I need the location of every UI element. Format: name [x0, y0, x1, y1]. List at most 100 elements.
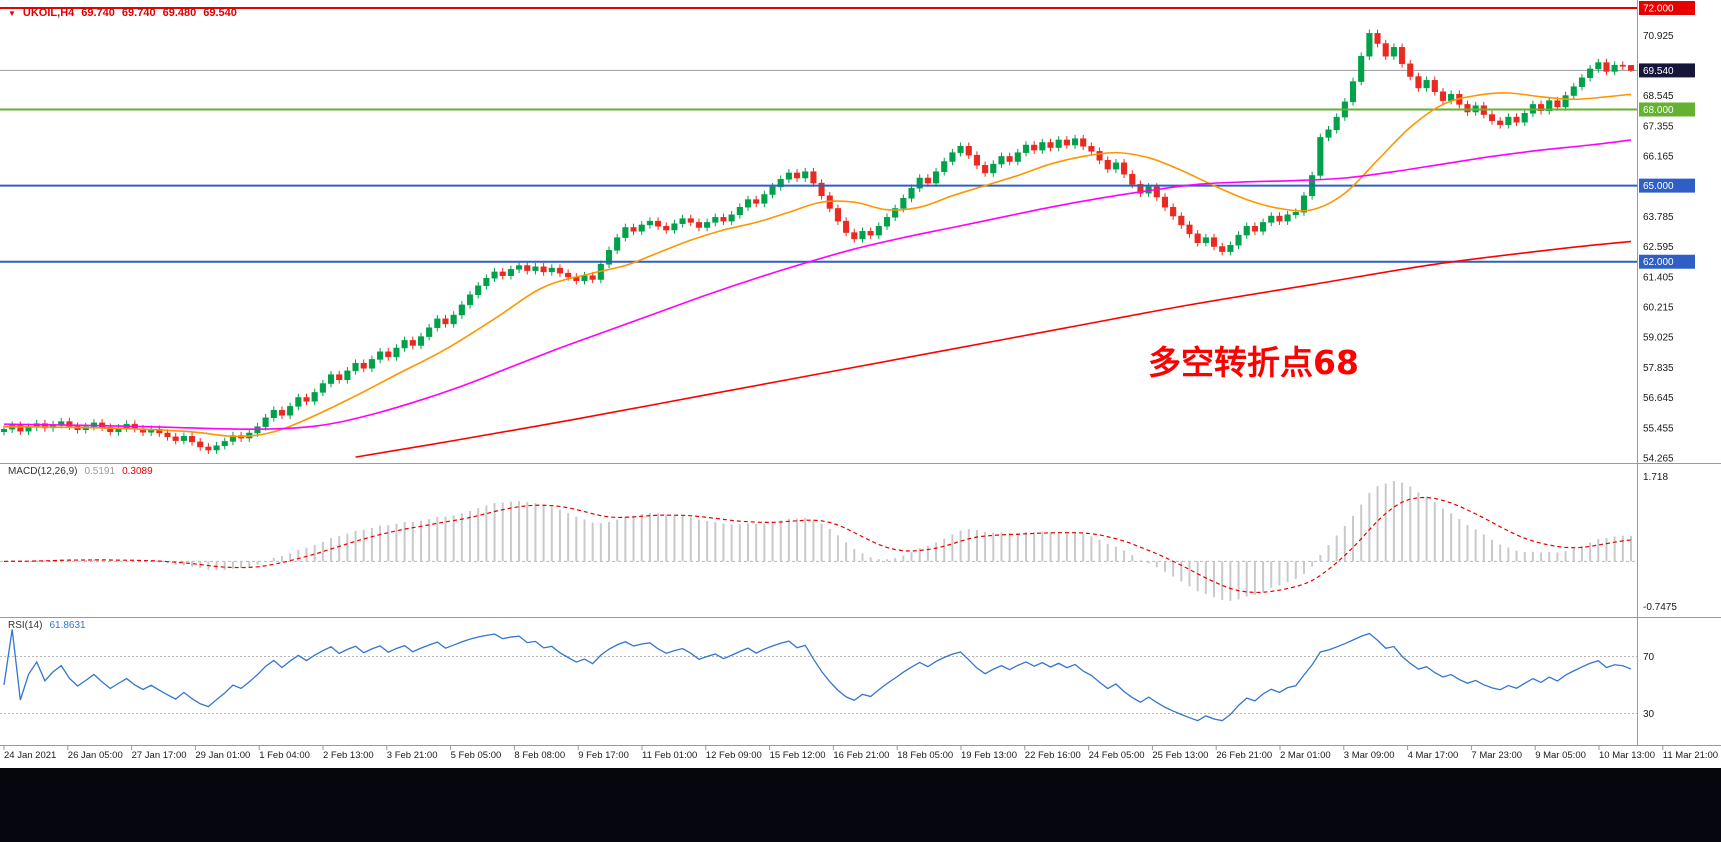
hline-badge-65.000-bg: [1639, 178, 1695, 193]
candle-body: [499, 271, 506, 276]
candle-body: [1538, 104, 1545, 112]
candle-body: [1022, 144, 1030, 153]
candle-body: [197, 441, 204, 448]
candle-body: [434, 318, 441, 328]
candle-body: [540, 266, 547, 273]
candle-body: [450, 314, 457, 325]
candle-body: [1219, 246, 1226, 252]
candle-body: [164, 432, 171, 438]
candle-body: [1333, 116, 1340, 131]
price-axis-label: 67.355: [1643, 121, 1674, 132]
hline-badge-68.000-bg: [1639, 102, 1695, 117]
candle-body: [1431, 80, 1438, 92]
candle-body: [516, 265, 523, 270]
candle-body: [401, 340, 408, 349]
candle-body: [262, 417, 269, 427]
candle-body: [965, 146, 972, 156]
bottom-panel: [0, 768, 1721, 842]
candle-body: [1047, 142, 1054, 148]
price-axis-label: 57.835: [1643, 363, 1674, 374]
hline-badge-72.000-bg: [1639, 1, 1695, 15]
hline-badge-72.000: 72.000: [1643, 4, 1674, 15]
rsi-level-label-30: 30: [1643, 709, 1655, 720]
current-price-badge: 69.540: [1643, 66, 1674, 77]
candle-body: [695, 222, 702, 228]
candle-body: [581, 275, 588, 282]
candle-body: [728, 214, 735, 222]
candle-body: [319, 383, 326, 393]
symbol-period-label: UKOIL,H4: [22, 7, 75, 19]
candle-body: [1349, 81, 1357, 103]
candle-body: [1031, 144, 1038, 151]
candle-body: [614, 237, 621, 251]
ma-fast-line: [3, 92, 1632, 438]
candle-body: [1513, 116, 1520, 123]
candle-body: [556, 267, 564, 274]
macd-signal-value: 0.3089: [122, 466, 153, 477]
candle-body: [933, 171, 940, 184]
hline-badge-68.000: 68.000: [1643, 105, 1674, 116]
candle-body: [66, 421, 73, 427]
candle-body: [565, 272, 572, 278]
time-axis-label: 26 Feb 21:00: [1216, 750, 1272, 761]
candle-body: [1063, 139, 1070, 146]
candle-body: [1292, 212, 1299, 216]
candle-body: [704, 222, 711, 228]
time-axis-label: 9 Mar 05:00: [1535, 750, 1586, 761]
candle-body: [1374, 33, 1381, 44]
candle-body: [1104, 159, 1111, 170]
candle-body: [368, 359, 375, 369]
candle-body: [491, 271, 498, 279]
candle-body: [107, 426, 114, 432]
candle-body: [532, 266, 539, 271]
candle-body: [883, 217, 891, 227]
candle-body: [180, 436, 187, 441]
candle-body: [810, 171, 817, 184]
ohlc-low: 69.480: [162, 7, 197, 19]
candle-body: [982, 165, 989, 174]
candle-body: [0, 428, 8, 432]
candle-body: [785, 172, 792, 180]
hline-badge-62.000: 62.000: [1643, 257, 1674, 268]
candle-body: [270, 409, 277, 419]
candle-body: [1129, 173, 1136, 185]
price-axis-label: 66.165: [1643, 152, 1674, 163]
time-axis-label: 19 Feb 13:00: [961, 750, 1017, 761]
candle-body: [769, 186, 776, 195]
candle-body: [663, 225, 670, 231]
candle-body: [875, 225, 882, 236]
candle-body: [377, 351, 384, 360]
ohlc-close: 69.540: [203, 7, 237, 19]
candle-body: [426, 327, 433, 337]
candle-body: [41, 423, 48, 429]
candle-body: [1170, 206, 1177, 217]
candle-body: [794, 172, 801, 179]
macd-name: MACD(12,26,9): [8, 466, 78, 477]
candle-body: [818, 182, 825, 197]
candle-body: [622, 227, 629, 238]
candle-body: [344, 370, 351, 380]
price-axis-label: 56.645: [1643, 393, 1674, 404]
candle-body: [17, 425, 24, 432]
candle-body: [442, 318, 449, 325]
rsi-name: RSI(14): [8, 620, 43, 631]
candle-body: [1505, 116, 1512, 125]
candle-body: [1300, 195, 1308, 213]
candle-body: [287, 406, 294, 416]
candle-body: [671, 223, 678, 231]
candle-body: [638, 224, 645, 232]
candle-body: [1415, 76, 1422, 89]
candle-body: [1578, 77, 1585, 87]
hline-badge-62.000-bg: [1639, 254, 1695, 269]
candle-body: [908, 187, 915, 199]
candle-body: [998, 156, 1005, 165]
rsi-value: 61.8631: [49, 620, 86, 631]
candle-body: [1521, 113, 1528, 123]
candle-body: [548, 267, 555, 273]
candle-body: [1382, 43, 1389, 57]
time-axis-label: 24 Feb 05:00: [1089, 750, 1145, 761]
candle-body: [1080, 138, 1087, 147]
candle-body: [1210, 237, 1218, 247]
current-price-badge-bg: [1639, 63, 1695, 78]
